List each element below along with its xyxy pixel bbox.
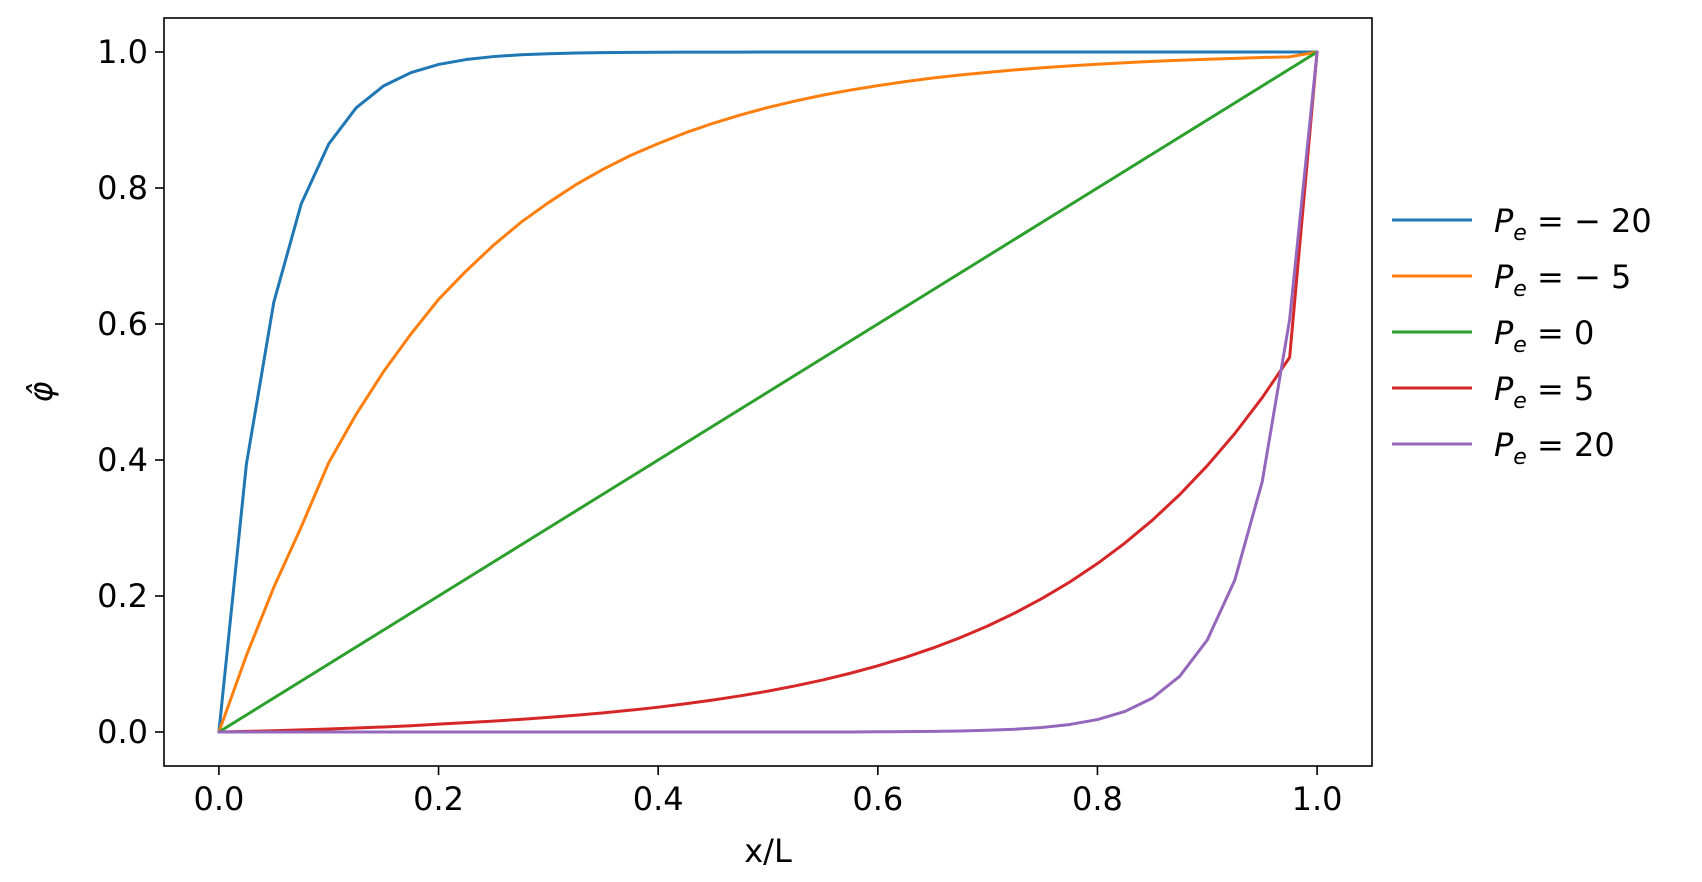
legend-label: Pe = − 20 — [1494, 202, 1652, 246]
y-tick-label: 0.2 — [97, 577, 148, 615]
x-tick-label: 0.0 — [193, 780, 244, 818]
legend-label: Pe = 20 — [1494, 426, 1615, 470]
series-line-2 — [217, 50, 1319, 734]
y-axis-label: φ̂ — [22, 381, 60, 402]
x-axis-label: x/L — [744, 832, 792, 870]
y-axis: 0.0 0.2 0.4 0.6 0.8 1.0 — [97, 33, 164, 751]
x-tick-label: 0.4 — [633, 780, 684, 818]
series-layer — [217, 50, 1319, 734]
legend-label: Pe = 5 — [1494, 370, 1594, 414]
y-tick-label: 0.8 — [97, 169, 148, 207]
series-line-4 — [217, 50, 1319, 734]
legend-label: Pe = 0 — [1494, 314, 1594, 358]
legend-label: Pe = − 5 — [1494, 258, 1631, 302]
plot-frame — [163, 17, 1373, 767]
x-tick-label: 0.6 — [852, 780, 903, 818]
y-tick-label: 0.4 — [97, 441, 148, 479]
series-line-3 — [217, 50, 1319, 734]
x-axis: 0.0 0.2 0.4 0.6 0.8 1.0 — [193, 766, 1343, 818]
y-tick-label: 0.0 — [97, 713, 148, 751]
y-tick-label: 0.6 — [97, 305, 148, 343]
x-tick-label: 0.2 — [413, 780, 464, 818]
y-tick-label: 1.0 — [97, 33, 148, 71]
x-tick-label: 1.0 — [1292, 780, 1343, 818]
legend: Pe = − 20 Pe = − 5 Pe = 0 Pe = 5 Pe = 20 — [1392, 202, 1652, 470]
series-line-0 — [217, 50, 1319, 734]
series-line-1 — [217, 50, 1319, 734]
x-tick-label: 0.8 — [1072, 780, 1123, 818]
